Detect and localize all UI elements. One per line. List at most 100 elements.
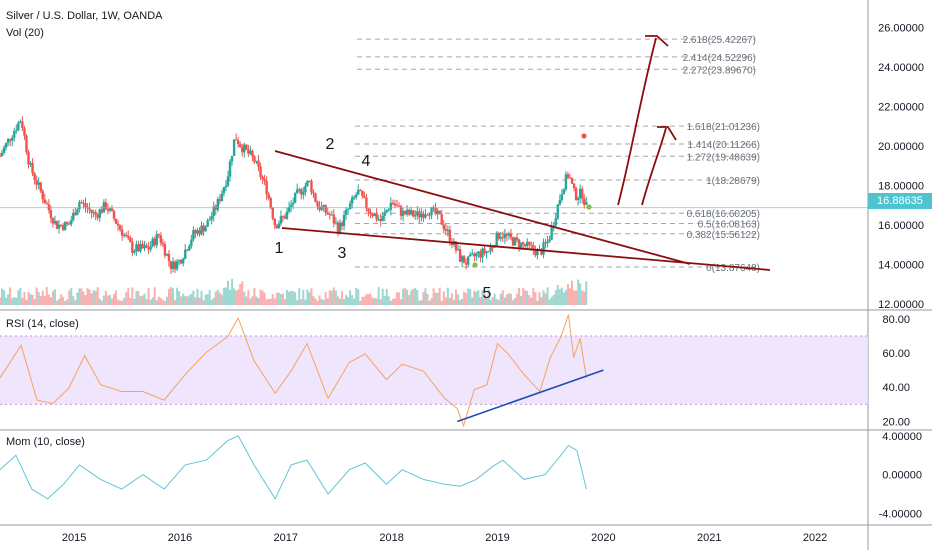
candle-body xyxy=(283,216,287,219)
candle-body xyxy=(438,210,441,215)
volume-bar xyxy=(452,299,455,305)
volume-bar xyxy=(66,299,69,305)
volume-bar xyxy=(379,299,382,305)
candle-body xyxy=(33,173,36,181)
volume-bar xyxy=(540,297,543,305)
volume-bar xyxy=(332,287,335,305)
volume-bar xyxy=(459,300,462,305)
candle-body xyxy=(442,224,445,230)
volume-bar xyxy=(430,298,433,305)
volume-bar xyxy=(241,281,244,305)
volume-bar xyxy=(226,280,229,305)
candle-body xyxy=(424,214,427,218)
volume-bar xyxy=(125,292,128,305)
volume-bar xyxy=(326,298,329,305)
fib-level-label: 2.618(25.42267) xyxy=(683,35,756,46)
candle-body xyxy=(135,244,138,252)
volume-bar xyxy=(60,294,63,305)
candle-body xyxy=(365,197,368,209)
candle-body xyxy=(377,219,380,221)
candle-body xyxy=(220,193,224,201)
volume-bar xyxy=(86,288,89,305)
volume-bar xyxy=(161,299,164,305)
volume-bar xyxy=(310,288,313,305)
volume-bar xyxy=(153,287,156,305)
volume-bar xyxy=(292,291,295,305)
volume-bar xyxy=(74,300,77,305)
candle-body xyxy=(149,246,152,250)
volume-bar xyxy=(45,287,48,305)
candle-body xyxy=(19,121,22,123)
volume-bar xyxy=(112,293,115,305)
candle-body xyxy=(125,234,128,237)
volume-bar xyxy=(265,299,268,305)
candle-body xyxy=(74,212,77,216)
candle-body xyxy=(499,237,502,239)
candle-body xyxy=(395,205,399,207)
momentum-axis-tick: 4.00000 xyxy=(882,431,922,443)
volume-bar xyxy=(121,300,124,305)
volume-bar xyxy=(357,289,360,305)
volume-bar xyxy=(62,296,65,305)
time-axis-tick: 2017 xyxy=(274,532,298,544)
candle-body xyxy=(249,150,252,154)
candle-body xyxy=(100,209,103,213)
volume-bar xyxy=(172,288,175,305)
candle-body xyxy=(21,121,24,129)
candle-body xyxy=(131,242,134,253)
volume-bar xyxy=(294,292,297,305)
momentum-axis-tick: -4.00000 xyxy=(879,508,922,520)
volume-bar xyxy=(345,295,348,305)
candle-body xyxy=(68,223,71,225)
candle-body xyxy=(182,258,185,264)
candle-body xyxy=(371,214,374,217)
fib-level-label: 1.618(21.01236) xyxy=(687,122,760,133)
volume-bar xyxy=(363,296,366,305)
volume-bar xyxy=(306,289,309,305)
candle-body xyxy=(84,203,87,208)
volume-bar xyxy=(568,288,571,305)
candle-body xyxy=(550,226,553,240)
volume-bar xyxy=(68,290,71,305)
volume-bar xyxy=(471,297,474,305)
volume-bar xyxy=(328,290,331,305)
volume-bar xyxy=(428,300,431,305)
volume-bar xyxy=(9,287,12,305)
projection-arrows xyxy=(617,35,677,206)
volume-bar xyxy=(404,288,407,305)
volume-bar xyxy=(210,299,213,305)
volume-bar xyxy=(47,294,50,305)
candle-body xyxy=(387,209,391,211)
volume-bar xyxy=(408,295,411,305)
candle-body xyxy=(49,210,53,218)
candle-body xyxy=(576,197,580,200)
candle-body xyxy=(263,179,266,182)
candle-body xyxy=(59,224,63,226)
volume-bar xyxy=(477,290,480,305)
candle-body xyxy=(273,218,277,226)
candle-body xyxy=(57,224,61,229)
volume-bar xyxy=(5,297,8,305)
volume-bar xyxy=(481,290,484,305)
volume-bar xyxy=(206,294,209,305)
candle-body xyxy=(108,208,112,211)
candle-body xyxy=(37,182,40,185)
volume-bar xyxy=(564,290,567,305)
volume-bar xyxy=(436,292,439,305)
volume-bar xyxy=(461,298,464,305)
rsi-axis-tick: 40.00 xyxy=(882,382,910,394)
volume-bar xyxy=(58,298,61,305)
volume-bar xyxy=(526,290,529,305)
candle-body xyxy=(230,155,234,162)
volume-bar xyxy=(426,293,429,305)
volume-bar xyxy=(0,297,1,305)
volume-bar xyxy=(123,297,126,305)
volume-bar xyxy=(365,294,368,305)
arrow-head-high xyxy=(645,35,669,47)
arrow-head-mid xyxy=(657,126,677,141)
candle-body xyxy=(133,251,136,253)
volume-bar xyxy=(389,300,392,305)
volume-bar xyxy=(167,288,170,305)
candle-body xyxy=(216,199,220,210)
volume-bar xyxy=(469,289,472,305)
